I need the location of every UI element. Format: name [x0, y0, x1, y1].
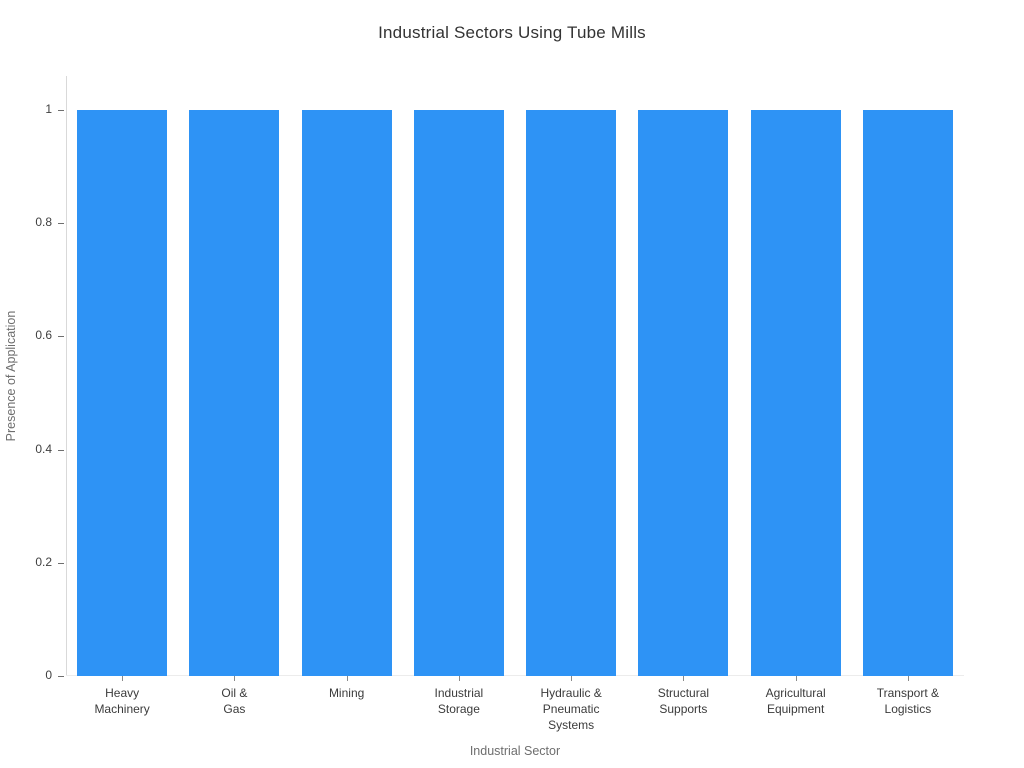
y-tick-label: 1 — [45, 102, 52, 116]
y-axis-line — [66, 76, 67, 676]
x-tick-mark — [346, 676, 348, 681]
x-tick-label: Agricultural Equipment — [765, 686, 826, 716]
y-tick-mark — [58, 449, 64, 451]
x-tick-label: Structural Supports — [657, 686, 710, 716]
x-tick-label: Oil & Gas — [221, 686, 248, 716]
category-band: Heavy Machinery — [66, 76, 178, 716]
y-tick-label: 0.4 — [35, 441, 52, 456]
x-tick-label: Heavy Machinery — [94, 686, 150, 716]
x-tick-mark — [795, 676, 797, 681]
x-tick-label: Transport & Logistics — [876, 686, 939, 716]
bar-mining — [301, 110, 392, 676]
y-tick-label: 0 — [45, 668, 52, 682]
bar-hydraulic-pneumatic-systems — [526, 110, 617, 676]
category-band: Hydraulic & Pneumatic Systems — [515, 76, 627, 732]
bar-heavy-machinery — [77, 110, 168, 676]
x-tick-mark — [907, 676, 909, 681]
chart-title: Industrial Sectors Using Tube Mills — [378, 23, 646, 42]
x-tick-mark — [122, 676, 124, 681]
y-tick-mark — [58, 223, 64, 225]
y-tick-mark — [58, 336, 64, 338]
x-tick-label: Hydraulic & Pneumatic Systems — [540, 686, 602, 732]
x-tick-label: Mining — [328, 686, 365, 700]
x-axis-title: Industrial Sector — [469, 744, 561, 758]
x-tick-label: Industrial Storage — [434, 686, 484, 716]
bars-container: Heavy Machinery Oil & Gas Mining Industr… — [66, 76, 964, 732]
y-tick-mark — [58, 562, 64, 564]
category-band: Mining — [291, 76, 403, 700]
bar-oil-gas — [189, 110, 280, 676]
y-tick-label: 0.8 — [35, 215, 52, 230]
y-tick-label: 0.2 — [35, 554, 52, 569]
bar-structural-supports — [638, 110, 729, 676]
bar-agricultural-equipment — [750, 110, 841, 676]
y-tick-mark — [58, 676, 64, 677]
category-band: Transport & Logistics — [852, 76, 964, 716]
x-tick-mark — [458, 676, 460, 681]
x-tick-mark — [571, 676, 573, 681]
x-tick-mark — [683, 676, 685, 681]
category-band: Agricultural Equipment — [740, 76, 852, 716]
x-tick-mark — [234, 676, 236, 681]
plot-area: 0 0.2 0.4 0.6 0.8 1 Heavy Machinery — [35, 76, 964, 732]
bar-transport-logistics — [862, 110, 953, 676]
category-band: Oil & Gas — [178, 76, 290, 716]
bar-industrial-storage — [413, 110, 504, 676]
x-axis-baseline — [66, 675, 964, 676]
y-tick-mark — [58, 110, 64, 111]
category-band: Industrial Storage — [403, 76, 515, 716]
y-tick-label: 0.6 — [35, 328, 52, 343]
category-band: Structural Supports — [627, 76, 739, 716]
y-axis-title: Presence of Application — [4, 310, 18, 442]
